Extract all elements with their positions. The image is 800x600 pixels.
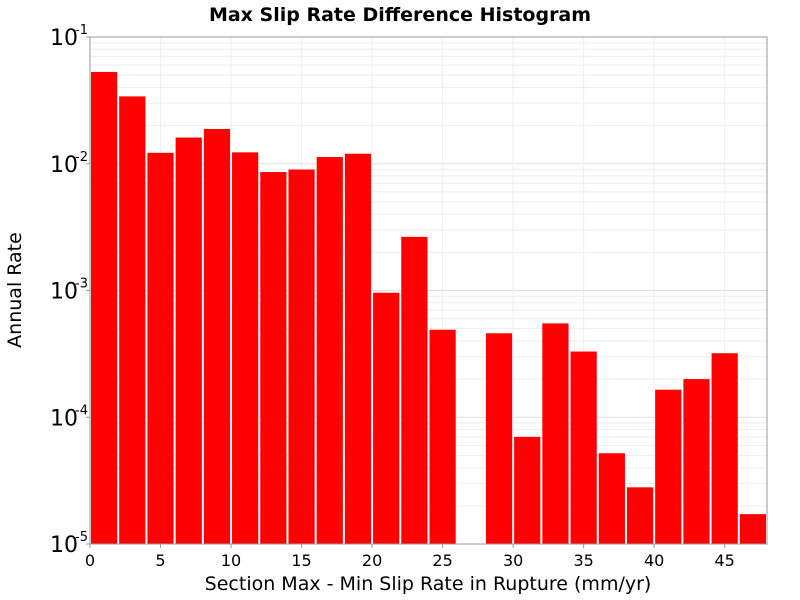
y-tick-exponent: -3: [75, 277, 88, 292]
histogram-bar: [739, 514, 766, 544]
histogram-bar: [373, 292, 400, 544]
x-axis-label: Section Max - Min Slip Rate in Rupture (…: [205, 573, 652, 595]
y-tick-label: 10: [50, 280, 78, 305]
y-tick-label: 10: [50, 406, 78, 431]
histogram-bar: [344, 153, 372, 544]
x-tick-label: 0: [85, 551, 95, 570]
y-tick-exponent: -4: [75, 403, 88, 418]
x-tick-label: 5: [155, 551, 165, 570]
histogram-bar: [514, 436, 541, 544]
y-tick-label: 10: [50, 26, 78, 51]
histogram-bar: [316, 157, 343, 544]
histogram-bar: [175, 137, 202, 544]
histogram-bar: [655, 389, 682, 544]
histogram-bar: [260, 172, 287, 545]
histogram-bar: [232, 152, 259, 544]
y-axis-label: Annual Rate: [4, 232, 26, 348]
x-tick-label: 15: [291, 551, 311, 570]
x-tick-label: 30: [503, 551, 523, 570]
y-axis-ticks: 10-110-210-310-410-5: [50, 23, 90, 558]
bars: [91, 71, 766, 545]
y-tick-label: 10: [50, 533, 78, 558]
histogram-bar: [683, 379, 710, 544]
histogram-bar: [711, 353, 738, 544]
chart-title: Max Slip Rate Difference Histogram: [209, 4, 591, 26]
y-tick-label: 10: [50, 153, 78, 178]
x-tick-label: 40: [644, 551, 664, 570]
histogram-bar: [429, 329, 456, 544]
histogram-bar: [626, 487, 654, 544]
x-tick-label: 45: [715, 551, 735, 570]
histogram-bar: [401, 236, 428, 545]
histogram-bar: [91, 71, 118, 545]
x-tick-label: 20: [362, 551, 382, 570]
histogram-bar: [542, 323, 569, 544]
x-tick-label: 35: [573, 551, 593, 570]
x-tick-label: 25: [432, 551, 452, 570]
histogram-bar: [485, 333, 513, 544]
x-axis-ticks: 0 5 10 15 20 25 30 35 40 45: [85, 544, 735, 570]
histogram-bar: [288, 169, 315, 545]
histogram-bar: [570, 351, 597, 544]
histogram-bar: [598, 453, 625, 544]
histogram-bar: [203, 129, 231, 544]
y-tick-exponent: -1: [75, 23, 88, 38]
histogram-bar: [147, 152, 174, 544]
histogram-bar: [119, 96, 146, 545]
y-tick-exponent: -5: [75, 530, 88, 545]
y-tick-exponent: -2: [75, 150, 88, 165]
x-tick-label: 10: [221, 551, 241, 570]
